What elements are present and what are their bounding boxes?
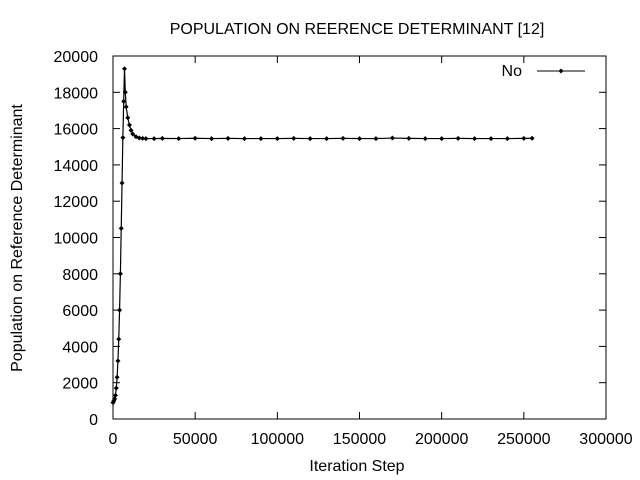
data-point: [113, 385, 119, 391]
data-point: [117, 307, 123, 313]
data-point: [209, 136, 215, 142]
data-point: [112, 392, 118, 398]
data-point: [114, 374, 120, 380]
data-point: [176, 136, 182, 142]
data-point: [125, 115, 131, 121]
data-point: [241, 136, 247, 142]
plot-frame: [112, 55, 607, 420]
data-point: [130, 131, 136, 137]
series-line: [112, 68, 533, 403]
data-point: [529, 135, 535, 141]
y-tick-label: 10000: [54, 231, 99, 248]
x-tick-label: 0: [109, 431, 118, 448]
data-point: [123, 104, 129, 110]
y-tick-label: 14000: [54, 158, 99, 175]
legend-label: No: [502, 63, 523, 80]
series-layer: [110, 66, 535, 406]
data-point: [116, 336, 122, 342]
x-tick-label: 50000: [173, 431, 218, 448]
data-point: [455, 135, 461, 141]
data-point: [140, 135, 146, 141]
data-point: [340, 135, 346, 141]
data-point: [118, 225, 124, 231]
data-point: [258, 136, 264, 142]
data-point: [115, 358, 121, 364]
data-point: [136, 135, 142, 141]
data-point: [192, 135, 198, 141]
x-tick-label: 250000: [497, 431, 550, 448]
x-axis-label: Iteration Step: [309, 458, 404, 475]
data-point: [472, 136, 478, 142]
x-tick-label: 200000: [415, 431, 468, 448]
data-point: [121, 98, 127, 104]
y-tick-label: 0: [89, 412, 98, 429]
data-point: [504, 136, 510, 142]
data-point: [120, 135, 126, 141]
data-point: [159, 135, 165, 141]
y-tick-label: 16000: [54, 122, 99, 139]
data-point: [128, 127, 134, 133]
data-point: [112, 396, 118, 402]
data-point: [373, 136, 379, 142]
data-point: [151, 136, 157, 142]
y-tick-label: 2000: [62, 376, 98, 393]
data-point: [119, 180, 125, 186]
data-point: [488, 136, 494, 142]
data-point: [439, 136, 445, 142]
x-tick-label: 150000: [333, 431, 386, 448]
y-tick-label: 8000: [62, 267, 98, 284]
y-tick-label: 18000: [54, 85, 99, 102]
data-point: [406, 135, 412, 141]
data-point: [122, 66, 128, 72]
legend-marker: [558, 68, 564, 74]
data-point: [307, 136, 313, 142]
data-point: [126, 122, 132, 128]
data-point: [357, 136, 362, 142]
y-tick-label: 6000: [62, 303, 98, 320]
y-axis-label: Population on Reference Determinant: [9, 104, 26, 372]
y-tick-label: 12000: [54, 194, 99, 211]
data-point: [274, 136, 280, 142]
y-tick-label: 4000: [62, 339, 98, 356]
data-point: [521, 135, 527, 141]
data-point: [389, 135, 395, 141]
data-point: [291, 135, 297, 141]
data-point: [143, 136, 149, 142]
data-point: [225, 135, 231, 141]
data-point: [422, 136, 428, 142]
data-point: [324, 136, 330, 142]
chart-title: POPULATION ON REERENCE DETERMINANT [12]: [170, 21, 545, 38]
x-tick-label: 100000: [251, 431, 304, 448]
data-point: [117, 271, 123, 277]
axis-tick-labels: 0 50000 100000 150000 200000 250000 300000 0 200…: [54, 49, 633, 448]
legend: No: [502, 63, 585, 80]
x-tick-label: 300000: [579, 431, 632, 448]
data-point: [122, 89, 128, 95]
y-tick-label: 20000: [54, 49, 99, 66]
